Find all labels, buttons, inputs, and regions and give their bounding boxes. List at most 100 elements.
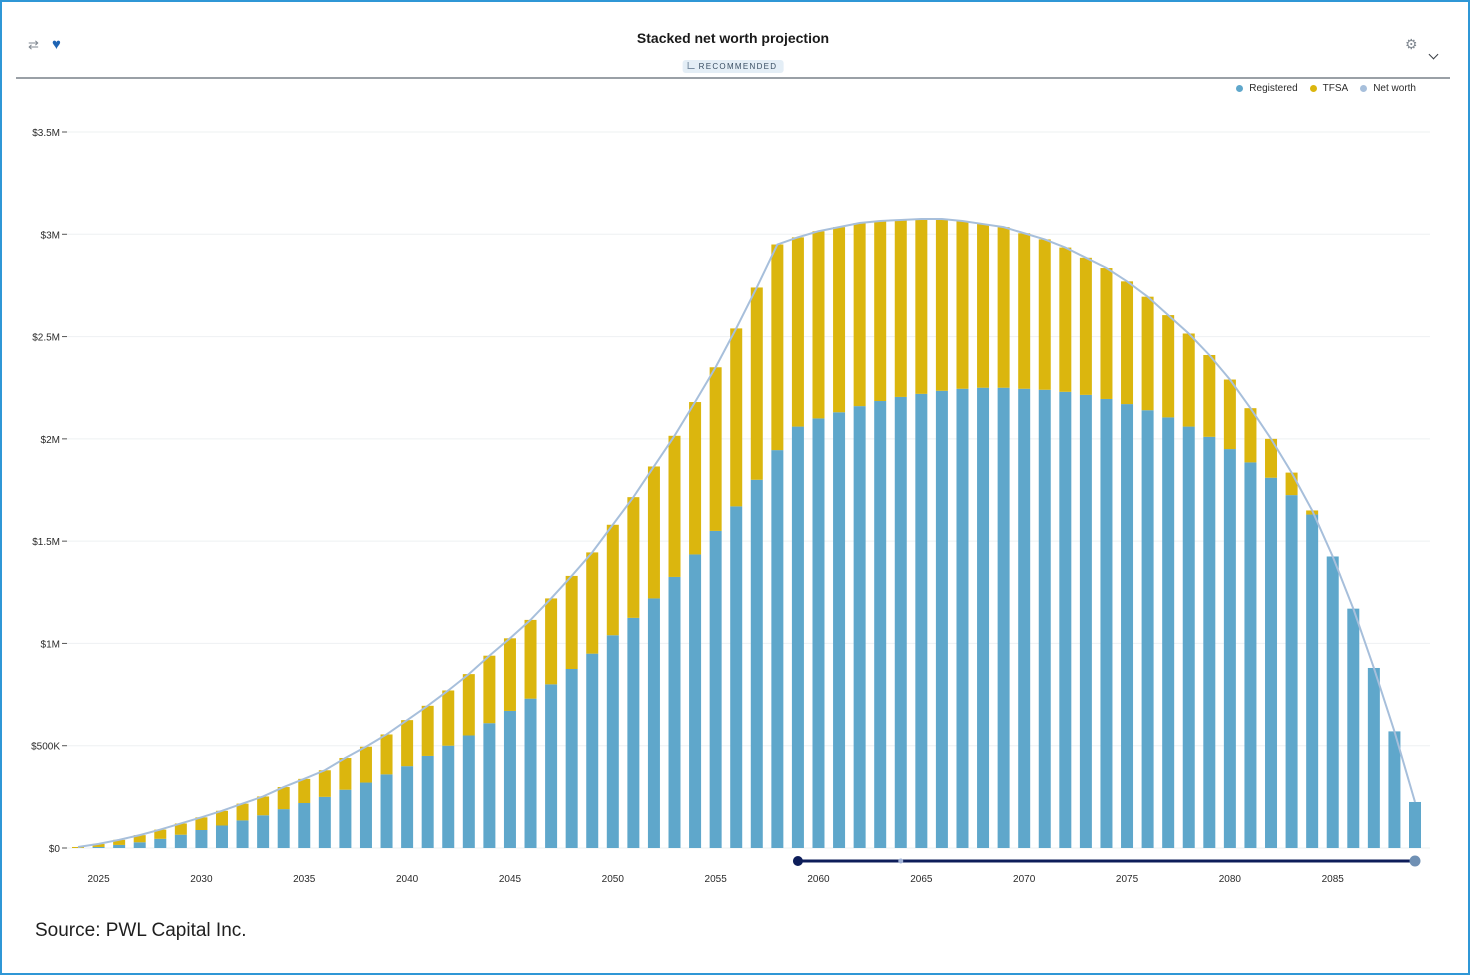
bar-tfsa (195, 817, 208, 830)
legend-item[interactable]: Registered (1236, 83, 1298, 94)
bar-registered (1409, 801, 1421, 848)
bar-registered (1182, 426, 1195, 848)
bar-tfsa (1038, 239, 1051, 390)
bar-tfsa (1100, 268, 1113, 399)
bar-tfsa (483, 655, 496, 724)
y-tick-label: $0 (49, 844, 61, 855)
bar-registered (627, 617, 640, 848)
bar-tfsa (1285, 472, 1298, 496)
bar-tfsa (771, 244, 784, 451)
bar-registered (1100, 398, 1113, 848)
range-selector-end-handle[interactable] (1409, 855, 1421, 867)
bar-registered (339, 789, 352, 848)
bar-registered (380, 774, 393, 848)
bar-registered (133, 842, 146, 848)
bar-registered (1388, 731, 1401, 848)
bar-registered (606, 635, 619, 848)
bar-tfsa (874, 220, 887, 402)
bar-registered (1079, 394, 1092, 848)
y-tick-label: $3M (41, 230, 60, 241)
bar-registered (1244, 462, 1257, 848)
chart-badge-icon (687, 62, 695, 69)
chart-legend: Registered TFSA Net worth (1236, 83, 1416, 94)
y-tick-label: $500K (31, 742, 60, 753)
bar-tfsa (1182, 333, 1195, 427)
x-tick-label: 2085 (1322, 874, 1345, 885)
bar-registered (586, 653, 599, 848)
bar-registered (298, 802, 311, 848)
bar-tfsa (401, 720, 414, 767)
x-tick-label: 2055 (705, 874, 728, 885)
source-caption: Source: PWL Capital Inc. (35, 920, 247, 941)
range-selector-start-handle[interactable] (792, 856, 803, 866)
bar-tfsa (915, 218, 928, 394)
settings-icon[interactable]: ⚙ (1405, 36, 1418, 52)
heart-icon[interactable]: ♥ (52, 36, 61, 53)
bar-tfsa (997, 227, 1010, 388)
badge-label: RECOMMENDED (698, 62, 778, 71)
bar-registered (647, 598, 660, 848)
bar-registered (750, 479, 763, 848)
compare-icon[interactable]: ⇄ (28, 37, 39, 52)
bar-tfsa (442, 690, 455, 746)
bar-tfsa (1059, 247, 1072, 392)
bar-registered (1285, 495, 1298, 848)
bar-registered (709, 530, 722, 848)
x-tick-label: 2070 (1013, 874, 1036, 885)
bar-tfsa (730, 328, 743, 507)
bar-registered (1326, 556, 1339, 848)
bar-registered (935, 390, 948, 848)
bar-tfsa (503, 638, 516, 711)
bar-tfsa (565, 575, 578, 669)
bar-tfsa (627, 497, 640, 618)
bar-tfsa (956, 220, 969, 389)
bar-tfsa (812, 231, 825, 419)
bar-registered (1162, 417, 1175, 848)
y-tick-label: $2M (41, 435, 60, 446)
bar-tfsa (359, 746, 372, 783)
legend-item[interactable]: Net worth (1360, 83, 1416, 94)
legend-swatch (1236, 85, 1244, 92)
bar-tfsa (257, 796, 270, 816)
bar-tfsa (298, 778, 311, 803)
bar-registered (1306, 514, 1319, 848)
bar-registered (956, 388, 969, 848)
bar-tfsa (524, 619, 537, 699)
bar-registered (1059, 391, 1072, 848)
bar-registered (195, 829, 208, 848)
legend-label: TFSA (1322, 83, 1349, 94)
bar-registered (977, 387, 990, 848)
bar-registered (215, 825, 228, 848)
bar-registered (997, 387, 1010, 848)
bar-tfsa (791, 237, 804, 427)
bar-tfsa (1079, 257, 1092, 395)
y-tick-label: $3.5M (32, 128, 60, 139)
bar-tfsa (215, 810, 228, 826)
bar-tfsa (1018, 233, 1031, 389)
bar-tfsa (935, 218, 948, 391)
bar-tfsa (689, 402, 702, 555)
bar-tfsa (1141, 296, 1154, 411)
bar-registered (524, 698, 537, 848)
legend-swatch (1360, 85, 1368, 92)
bar-registered (442, 745, 455, 848)
bar-registered (689, 554, 702, 848)
bar-registered (915, 393, 928, 848)
bar-tfsa (1203, 354, 1216, 437)
bar-tfsa (1162, 315, 1175, 418)
bar-tfsa (545, 598, 558, 685)
bar-registered (730, 506, 743, 848)
bar-tfsa (853, 223, 866, 407)
bar-registered (1121, 404, 1134, 848)
x-tick-label: 2060 (807, 874, 830, 885)
bar-tfsa (92, 843, 105, 847)
legend-label: Net worth (1373, 83, 1416, 94)
bar-tfsa (1121, 281, 1134, 405)
legend-item[interactable]: TFSA (1309, 83, 1349, 94)
x-tick-label: 2025 (87, 874, 110, 885)
bar-tfsa (72, 846, 84, 848)
bar-registered (545, 684, 558, 848)
bar-registered (1367, 667, 1380, 848)
bar-registered (1203, 436, 1216, 848)
bar-tfsa (668, 435, 681, 577)
